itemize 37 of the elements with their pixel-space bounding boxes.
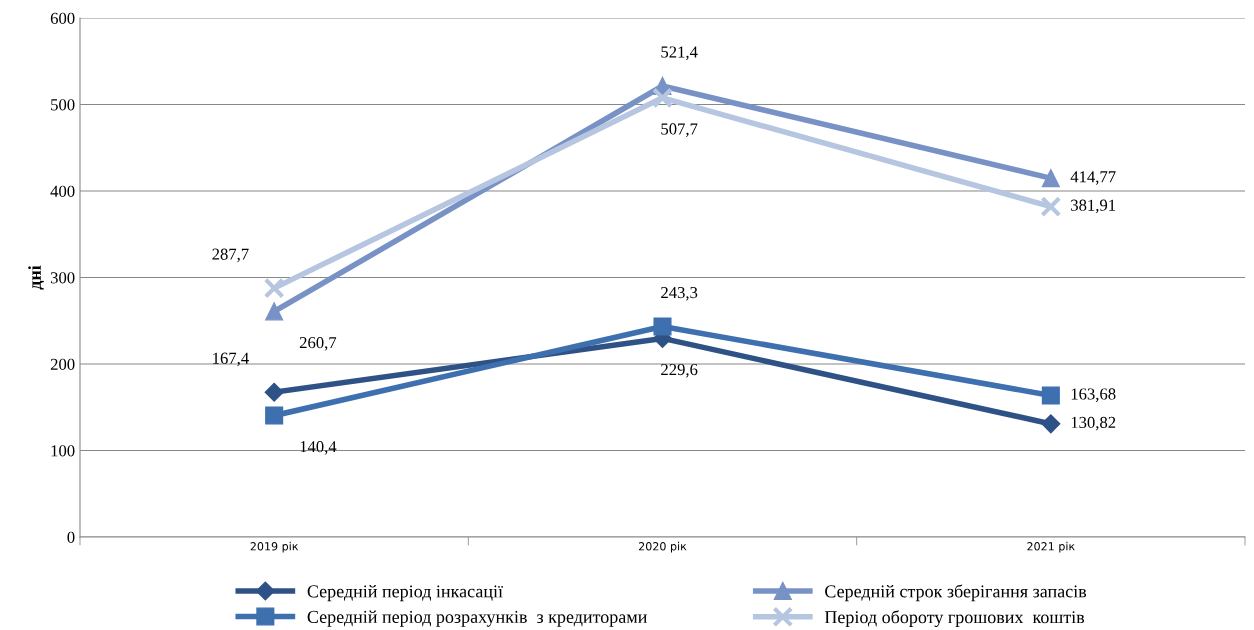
point <box>652 87 673 109</box>
data-label: 287,7 <box>212 248 249 263</box>
data-label: 163,68 <box>1071 388 1116 402</box>
point <box>264 382 284 402</box>
data-label: 260,7 <box>299 336 337 351</box>
x-tick-label: 2021 рік <box>1027 541 1075 553</box>
point <box>265 302 284 321</box>
y-axis-title: дні <box>28 265 44 290</box>
point <box>265 406 284 425</box>
point <box>1041 169 1060 188</box>
point <box>653 317 672 336</box>
x-tick-label: 2020 рік <box>638 541 687 553</box>
data-label: 130,82 <box>1071 416 1116 431</box>
y-tick-label: 600 <box>50 12 75 24</box>
data-label: 381,91 <box>1071 199 1116 214</box>
data-label: 414,77 <box>1070 171 1116 185</box>
data-label: 507,7 <box>661 123 698 137</box>
x-tick-label: 2019 рік <box>250 541 299 553</box>
y-tick-label: 200 <box>50 358 75 370</box>
data-label: 521,4 <box>661 46 698 60</box>
data-label: 167,4 <box>213 352 249 367</box>
legend-label: Середній строк зберігання запасів <box>825 584 1087 602</box>
data-label: 229,6 <box>661 363 698 378</box>
point <box>263 277 285 299</box>
y-tick-label: 0 <box>67 531 75 543</box>
legend-label: Середній період розрахунків з кредиторами <box>307 610 647 627</box>
point <box>1041 414 1061 434</box>
y-tick-label: 300 <box>50 272 75 284</box>
legend-label: Середній період інкасації <box>307 584 504 602</box>
y-tick-label: 500 <box>51 99 75 111</box>
data-label: 140,4 <box>300 441 337 455</box>
data-label: 243,3 <box>661 286 698 301</box>
point <box>1040 196 1062 218</box>
y-tick-label: 100 <box>51 445 75 457</box>
legend-label: Період обороту грошових коштів <box>824 610 1085 628</box>
y-tick-label: 400 <box>50 185 75 197</box>
point <box>1041 386 1060 405</box>
